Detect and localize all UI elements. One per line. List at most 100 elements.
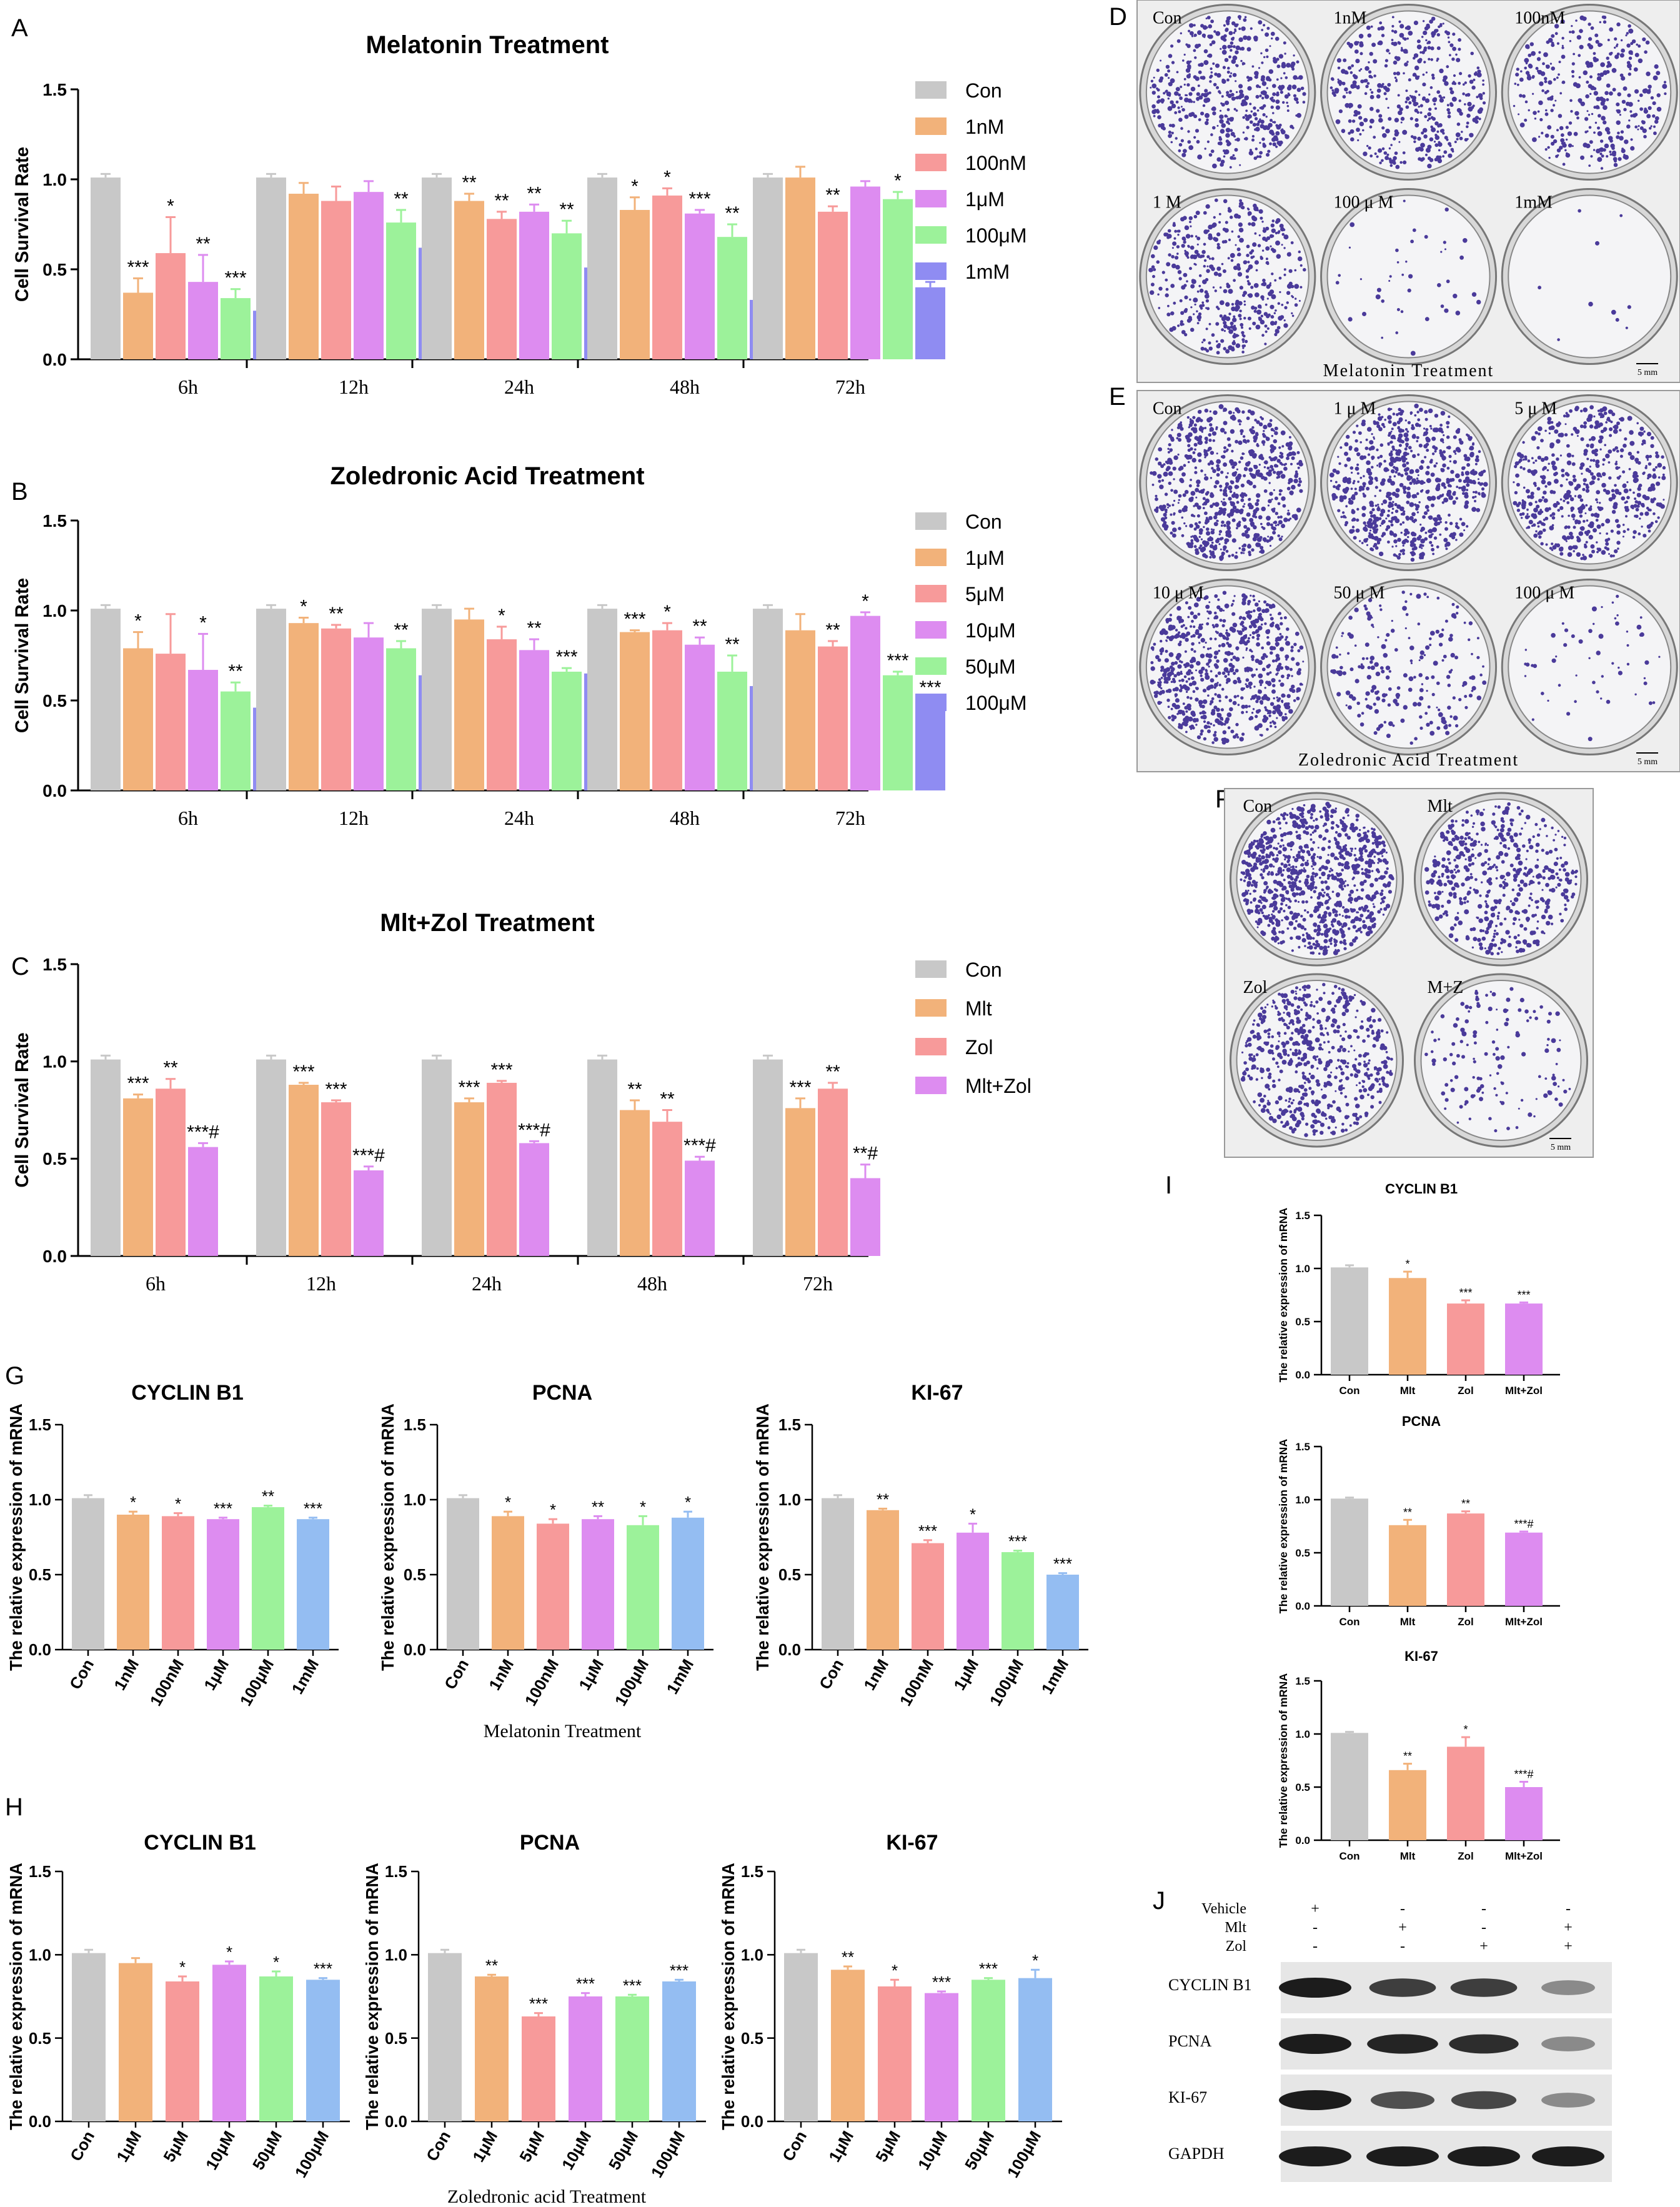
colony-dot — [1394, 129, 1399, 134]
colony-dot — [1399, 549, 1403, 553]
x-tick-label: 1μM — [200, 1656, 232, 1693]
colony-dot — [1329, 472, 1335, 478]
colony-dot — [1349, 466, 1354, 470]
colony-dot — [1590, 155, 1593, 158]
colony-dot — [1369, 125, 1373, 129]
colony-dot — [1590, 86, 1595, 91]
colony-dot — [1416, 492, 1419, 496]
colony-dot — [1230, 652, 1234, 655]
colony-dot — [1187, 461, 1190, 464]
colony-dot — [1229, 459, 1234, 464]
colony-dot — [1580, 462, 1585, 467]
colony-dot — [1576, 552, 1581, 557]
colony-dot — [1391, 546, 1394, 548]
colony-dot — [1235, 551, 1238, 554]
colony-dot — [1190, 284, 1195, 289]
colony-dot — [1599, 72, 1604, 77]
colony-dot — [1369, 154, 1373, 158]
bar-Con-24h — [422, 1059, 452, 1256]
colony-dot — [1430, 459, 1433, 462]
y-tick-label: 0.0 — [1295, 1369, 1310, 1381]
colony-dot — [1430, 427, 1433, 430]
colony-dot — [1398, 553, 1401, 556]
colony-dot — [1266, 26, 1270, 30]
colony-dot — [1207, 462, 1211, 466]
bar-Con-72h — [753, 1059, 783, 1256]
colony-dot — [1558, 73, 1560, 76]
colony-dot — [1223, 462, 1228, 467]
colony-dot — [1388, 452, 1393, 457]
colony-dot — [1223, 347, 1226, 351]
colony-dot — [1428, 529, 1433, 534]
x-tick-label: Con — [422, 2128, 454, 2165]
colony-dot — [1271, 249, 1276, 253]
colony-dot — [1411, 478, 1416, 484]
colony-dot — [1406, 486, 1411, 491]
colony-dot — [1206, 265, 1209, 267]
colony-dot — [1340, 446, 1343, 449]
colony-dot — [1427, 112, 1432, 117]
colony-dot — [1158, 78, 1163, 83]
significance-label: ** — [485, 1956, 498, 1975]
colony-dot — [1208, 610, 1212, 615]
colony-dot — [1415, 75, 1418, 78]
colony-dot — [1643, 109, 1648, 114]
colony-dot — [1645, 454, 1650, 459]
colony-dot — [1277, 475, 1281, 479]
colony-dot — [1363, 494, 1366, 498]
colony-dot — [1575, 19, 1578, 22]
colony-dot — [1181, 244, 1185, 248]
y-tick-label: 1.5 — [42, 80, 67, 99]
colony-dot — [1190, 541, 1194, 546]
colony-dot — [1595, 498, 1598, 501]
colony-dot — [1624, 507, 1629, 512]
colony-dot — [1173, 222, 1176, 225]
significance-label: *** — [490, 1060, 512, 1080]
colony-dot — [1405, 457, 1408, 461]
colony-dot — [1404, 419, 1407, 422]
colony-dot — [1573, 550, 1575, 552]
colony-dot — [1444, 308, 1449, 313]
colony-dot — [1653, 512, 1656, 516]
colony-dot — [1455, 311, 1461, 316]
colony-dot — [1523, 486, 1526, 489]
colony-dot — [1637, 461, 1641, 465]
colony-dot — [1240, 551, 1243, 554]
colony-dot — [1563, 494, 1568, 499]
colony-dot — [1280, 474, 1286, 479]
bar-100μM — [1018, 1978, 1052, 2121]
colony-dot — [1242, 505, 1245, 508]
colony-dot — [1441, 456, 1446, 461]
colony-dot — [1181, 236, 1186, 241]
colony-dot — [1191, 676, 1195, 680]
colony-dot — [1447, 36, 1450, 39]
colony-dot — [1424, 98, 1430, 103]
chart-title: Melatonin Treatment — [366, 31, 609, 59]
chart-B: Zoledronic Acid Treatment0.00.51.01.5Cel… — [12, 462, 1026, 829]
colony-dot — [1216, 351, 1220, 355]
bar-Zol — [1447, 1513, 1484, 1606]
colony-dot — [1275, 329, 1280, 334]
colony-dot — [1419, 104, 1423, 107]
colony-dot — [1439, 533, 1442, 536]
bar-Con — [822, 1498, 854, 1650]
colony-dot — [1334, 87, 1340, 93]
colony-dot — [1613, 162, 1618, 167]
colony-dot — [1385, 128, 1390, 134]
colony-dot — [1593, 149, 1596, 151]
bar-100nM — [537, 1523, 569, 1650]
colony-dot — [1614, 462, 1618, 466]
colony-dot — [1524, 58, 1528, 61]
colony-dot — [1421, 544, 1424, 547]
colony-dot — [1283, 323, 1288, 328]
colony-dot — [1395, 331, 1398, 334]
colony-dot — [1608, 449, 1613, 454]
colony-dot — [1344, 476, 1348, 479]
colony-dot — [1629, 67, 1632, 71]
colony-dot — [1381, 147, 1385, 151]
colony-dot — [1633, 67, 1638, 72]
colony-dot — [1281, 463, 1284, 466]
x-tick-label: Zol — [1458, 1616, 1474, 1628]
colony-dot — [1387, 106, 1389, 109]
colony-dot — [1175, 256, 1179, 260]
